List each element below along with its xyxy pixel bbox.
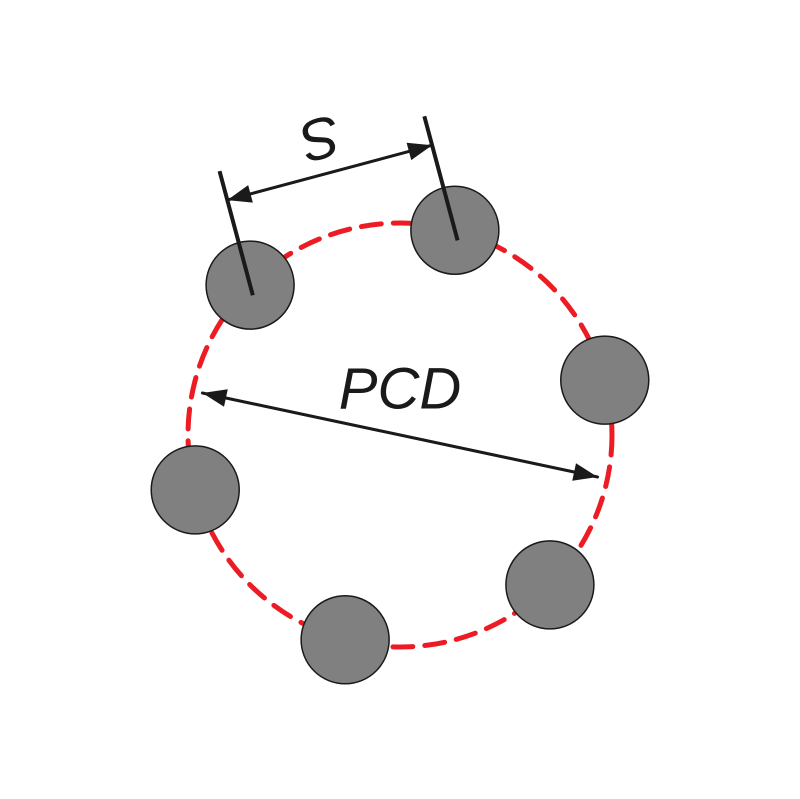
bolt-hole: [506, 541, 594, 629]
label-pcd: PCD: [339, 356, 461, 421]
bolt-hole: [301, 596, 389, 684]
pcd-diagram: SPCD: [0, 0, 800, 799]
bolt-hole: [151, 446, 239, 534]
bolt-hole: [561, 336, 649, 424]
